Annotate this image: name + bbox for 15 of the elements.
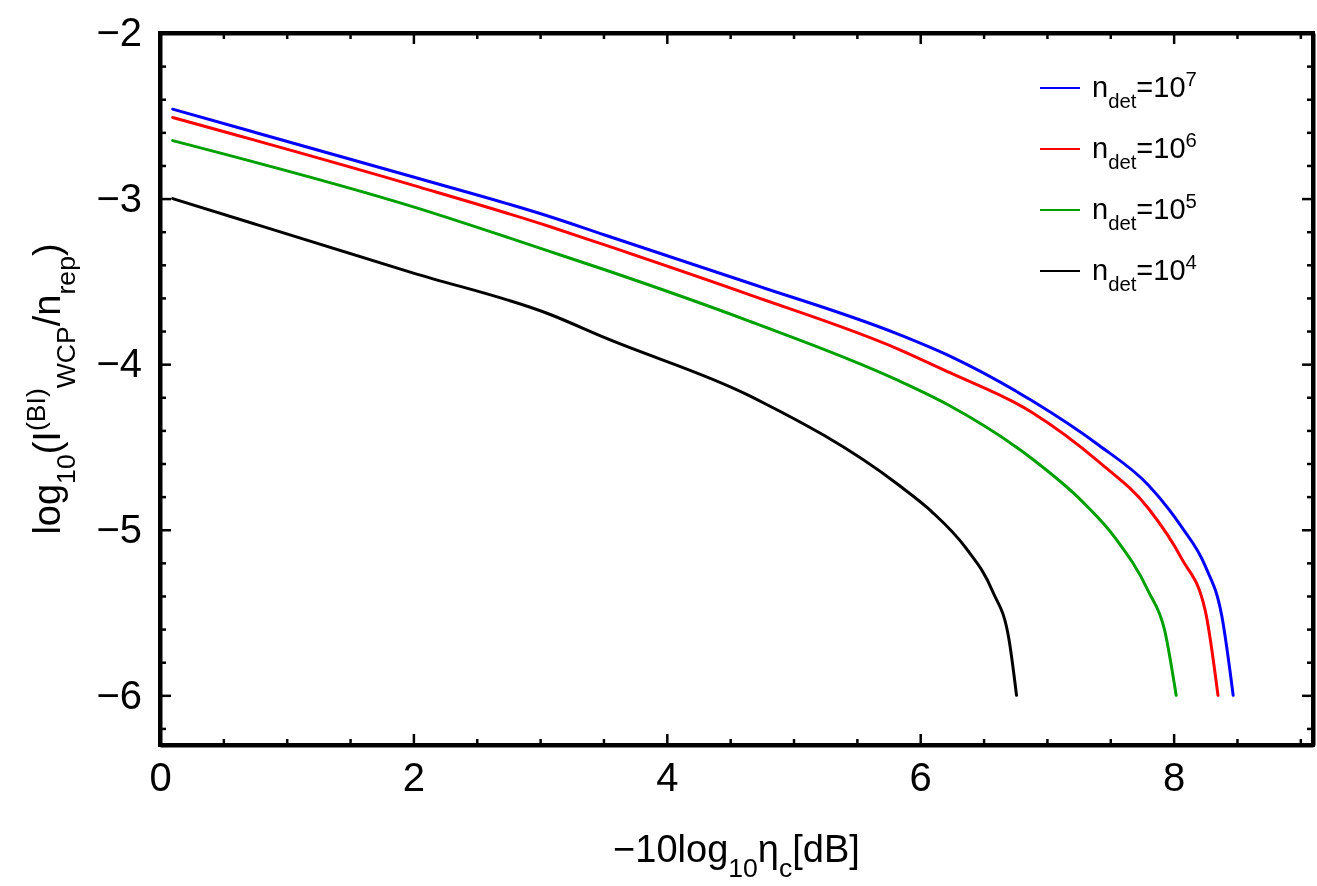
x-tick-label: 8 [1163, 755, 1186, 800]
legend-label: n$_{det}$=10$^{4}$ [1092, 251, 1197, 295]
x-tick-label: 2 [402, 755, 426, 800]
legend-label: n$_{det}$=10$^{6}$ [1092, 129, 1197, 173]
y-tick-label: −5 [96, 507, 142, 552]
legend-label: n$_{det}$=10$^{5}$ [1092, 190, 1197, 234]
x-axis-title: −10log$_{10}$η$_{c}$[dB] [613, 828, 860, 883]
legend-label: n$_{det}$=10$^{7}$ [1092, 68, 1197, 112]
x-tick-label: 6 [909, 755, 932, 800]
x-tick-label: 4 [656, 755, 679, 800]
y-tick-label: −2 [96, 10, 142, 55]
y-tick-label: −6 [96, 672, 142, 717]
y-tick-label: −4 [96, 341, 142, 386]
y-tick-label: −3 [96, 175, 142, 220]
x-tick-label: 0 [149, 755, 172, 800]
